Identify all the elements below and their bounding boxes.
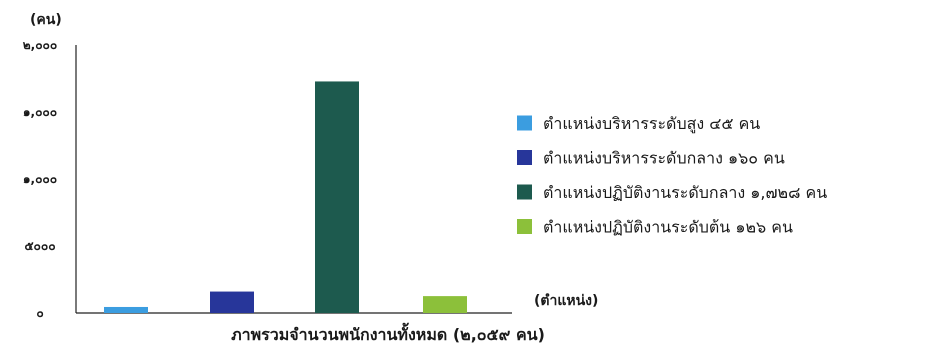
y-tick-label: ๑,๐๐๐ [23, 172, 57, 186]
bar [104, 306, 148, 313]
legend-label: ตำแหน่งปฏิบัติงานระดับกลาง ๑,๗๒๘ คน [543, 183, 827, 202]
y-tick-label: ๒,๐๐๐ [23, 38, 57, 52]
x-axis-title: ภาพรวมจำนวนพนักงานทั้งหมด (๒,๐๕๙ คน) [231, 322, 545, 344]
legend-label: ตำแหน่งบริหารระดับกลาง ๑๖๐ คน [543, 149, 785, 168]
y-tick-label: ๕๐๐๐ [24, 239, 55, 253]
legend-swatch [517, 219, 532, 234]
legend-label: ตำแหน่งปฏิบัติงานระดับต้น ๑๒๖ คน [543, 218, 793, 237]
y-tick-label: ๐ [36, 306, 43, 320]
bar [423, 296, 467, 313]
bar [210, 291, 254, 313]
bars-group [104, 81, 467, 313]
legend-swatch [517, 150, 532, 165]
legend: ตำแหน่งบริหารระดับสูง ๔๕ คนตำแหน่งบริหาร… [517, 114, 827, 237]
legend-swatch [517, 115, 532, 131]
legend-swatch [517, 184, 532, 200]
bar [315, 81, 359, 313]
y-tick-label: ๑,๐๐๐ [23, 105, 57, 119]
x-axis-unit-label: (ตำแหน่ง) [534, 293, 598, 309]
y-axis-unit-label: (คน) [30, 12, 62, 28]
legend-label: ตำแหน่งบริหารระดับสูง ๔๕ คน [543, 114, 760, 134]
